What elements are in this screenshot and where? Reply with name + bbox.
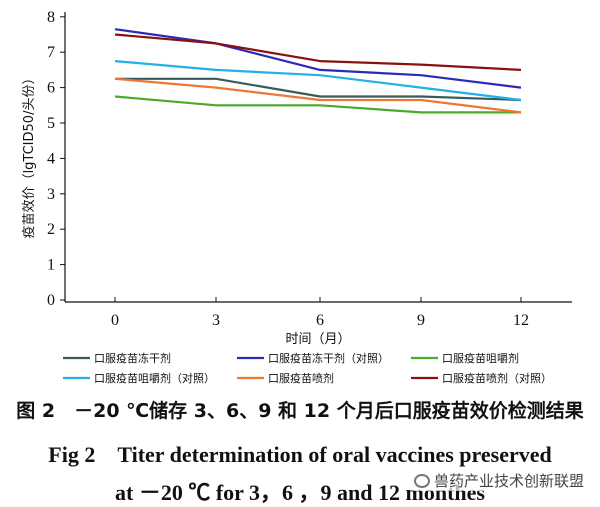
legend-label: 口服疫苗喷剂（对照） [442, 371, 552, 385]
y-tick-label: 3 [47, 186, 55, 203]
wechat-icon [413, 474, 430, 488]
series-line-3 [114, 95, 521, 114]
series-line-4 [114, 60, 522, 102]
legend-label: 口服疫苗咀嚼剂 [442, 351, 519, 365]
y-tick-label: 2 [47, 221, 55, 238]
y-tick-label: 5 [47, 115, 55, 132]
source-watermark: 兽药产业技术创新联盟 [411, 470, 586, 491]
x-tick-label: 12 [513, 312, 529, 329]
y-axis-label: 疫苗效价（lgTCID50/头份） [21, 72, 37, 239]
x-tick-label: 6 [316, 312, 324, 329]
series-line-1 [115, 77, 522, 102]
y-tick-label: 6 [47, 80, 55, 97]
figure-caption-chinese: 图 2 －20 ℃储存 3、6、9 和 12 个月后口服疫苗效价检测结果 [16, 400, 584, 422]
series-line-2 [114, 28, 522, 89]
y-tick-label: 0 [47, 292, 55, 309]
x-tick-label: 0 [111, 312, 119, 329]
x-tick-label: 9 [417, 312, 425, 329]
series-line-6 [114, 33, 522, 71]
legend-label: 口服疫苗喷剂 [268, 371, 334, 385]
legend-label: 口服疫苗冻干剂（对照） [268, 351, 389, 365]
legend-label: 口服疫苗冻干剂 [94, 351, 171, 365]
y-tick-label: 7 [47, 44, 55, 61]
y-tick-label: 4 [47, 150, 55, 167]
legend-label: 口服疫苗咀嚼剂（对照） [94, 371, 215, 385]
figure-caption-english-line1: Fig 2 Titer determination of oral vaccin… [48, 442, 552, 467]
y-tick-label: 1 [47, 257, 55, 274]
x-tick-label: 3 [212, 312, 220, 329]
y-tick-label: 8 [47, 9, 55, 26]
watermark-text: 兽药产业技术创新联盟 [433, 472, 584, 490]
series-line-5 [114, 77, 522, 114]
chart-series [114, 28, 522, 114]
x-axis-label: 时间（月） [285, 332, 350, 347]
